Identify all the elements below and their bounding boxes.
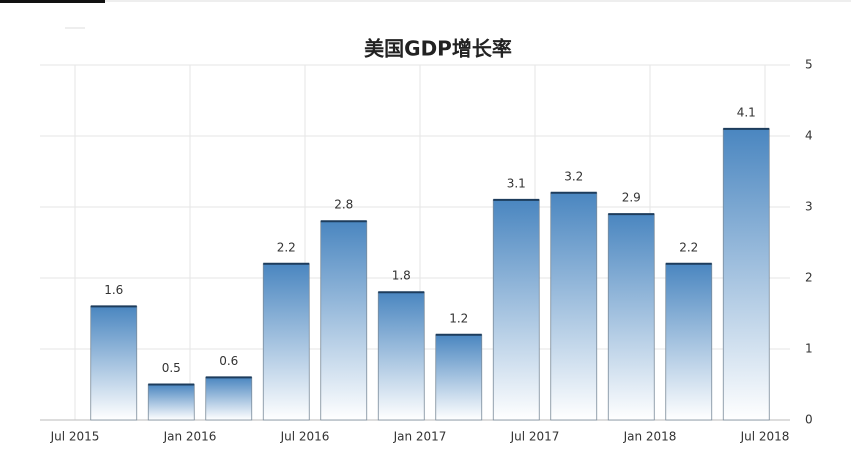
- value-label: 2.9: [622, 191, 641, 205]
- bar: [320, 220, 368, 421]
- value-label: 2.2: [277, 240, 296, 254]
- y-tick-label: 4: [805, 129, 813, 143]
- bar: [205, 376, 253, 421]
- x-tick-label: Jul 2015: [50, 430, 100, 444]
- y-tick-label: 0: [805, 413, 813, 427]
- bar: [377, 291, 425, 421]
- x-tick-label: Jul 2017: [510, 430, 560, 444]
- value-label: 2.8: [334, 198, 353, 212]
- x-tick-label: Jul 2016: [280, 430, 330, 444]
- bar: [90, 305, 138, 421]
- value-label: 2.2: [679, 240, 698, 254]
- x-tick-label: Jan 2017: [393, 430, 447, 444]
- y-tick-label: 3: [805, 200, 813, 214]
- y-tick-label: 2: [805, 271, 813, 285]
- bar: [550, 192, 598, 421]
- y-tick-label: 5: [805, 58, 813, 72]
- bar: [607, 213, 655, 421]
- value-label: 3.1: [507, 176, 526, 190]
- tab-marker: [0, 0, 105, 3]
- x-tick-label: Jan 2016: [163, 430, 217, 444]
- value-label: 0.5: [162, 361, 181, 375]
- bar: [722, 128, 770, 421]
- value-label: 3.2: [564, 169, 583, 183]
- chart-title: 美国GDP增长率: [364, 37, 512, 61]
- value-label: 1.2: [449, 311, 468, 325]
- bar: [262, 263, 310, 421]
- value-label: 1.8: [392, 269, 411, 283]
- value-label: 4.1: [737, 105, 756, 119]
- value-label: 0.6: [219, 354, 238, 368]
- x-tick-label: Jul 2018: [740, 430, 790, 444]
- bar: [435, 334, 483, 421]
- y-tick-label: 1: [805, 342, 813, 356]
- bar: [665, 263, 713, 421]
- value-label: 1.6: [104, 283, 123, 297]
- bar: [492, 199, 540, 421]
- bar: [147, 384, 195, 421]
- x-tick-label: Jan 2018: [623, 430, 677, 444]
